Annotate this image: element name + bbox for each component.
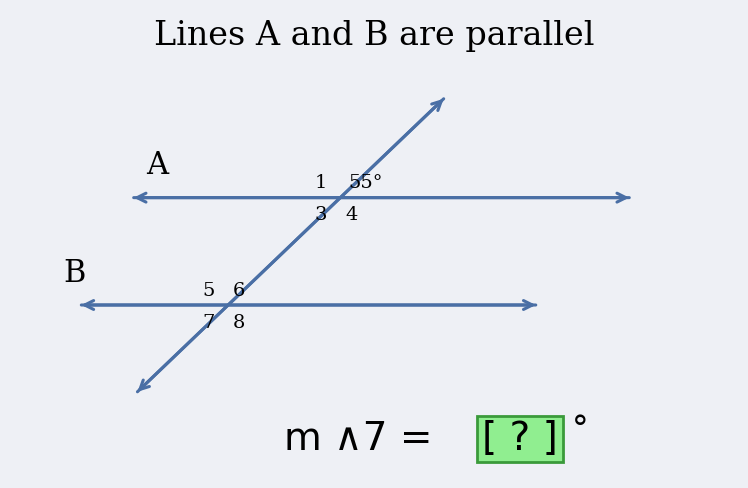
- Text: 8: 8: [233, 314, 245, 331]
- Text: 4: 4: [346, 206, 358, 224]
- Text: 55°: 55°: [349, 174, 383, 192]
- Text: 3: 3: [315, 206, 327, 224]
- Text: A: A: [146, 150, 168, 182]
- Text: 6: 6: [233, 282, 245, 300]
- Text: 7: 7: [203, 314, 215, 331]
- Text: 5: 5: [203, 282, 215, 300]
- Text: 1: 1: [315, 174, 327, 192]
- Text: °: °: [571, 414, 589, 447]
- Text: B: B: [64, 258, 86, 289]
- FancyBboxPatch shape: [477, 416, 562, 463]
- Text: m ∧7 =: m ∧7 =: [284, 420, 433, 458]
- Text: Lines A and B are parallel: Lines A and B are parallel: [154, 20, 594, 52]
- Text: [ ? ]: [ ? ]: [482, 420, 558, 458]
